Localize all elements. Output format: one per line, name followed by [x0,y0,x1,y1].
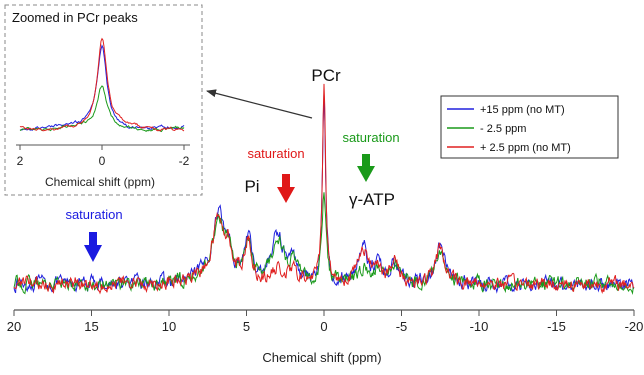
inset-x-tick-label: 2 [17,154,24,168]
gamma-atp-label: γ-ATP [349,190,395,209]
legend-label: + 2.5 ppm (no MT) [480,142,571,154]
x-tick-label: 10 [162,319,176,334]
series-line [13,83,635,295]
x-tick-label: 0 [320,319,327,334]
inset-series-line [19,44,185,131]
x-axis-label: Chemical shift (ppm) [262,350,381,365]
legend-label: +15 ppm (no MT) [480,104,565,116]
legend-label: - 2.5 ppm [480,123,526,135]
x-tick-label: -15 [547,319,566,334]
zoom-pointer-arrow [206,89,313,119]
main-plot: 20 15 10 5 0 -5 -10 -15 -20 Chemical shift (ppm) [7,83,644,365]
main-traces [13,83,635,296]
saturation-blue-label: saturation [65,207,122,222]
saturation-red-arrow [277,174,295,203]
x-tick-label: 5 [243,319,250,334]
legend-items: +15 ppm (no MT) - 2.5 ppm + 2.5 ppm (no MT… [447,104,571,154]
legend: +15 ppm (no MT) - 2.5 ppm + 2.5 ppm (no MT… [440,95,619,159]
inset-traces [19,37,185,133]
x-axis-ticks: 20 15 10 5 0 -5 -10 -15 -20 [7,310,644,334]
x-tick-label: 15 [84,319,98,334]
x-tick-label: -5 [396,319,408,334]
x-tick-label: -10 [470,319,489,334]
inset-x-tick-label: -2 [179,154,190,168]
inset-frame [4,4,203,196]
saturation-blue-arrow [84,232,102,262]
inset-x-tick-label: 0 [99,154,106,168]
saturation-green-arrow [357,154,375,182]
saturation-green-label: saturation [342,130,399,145]
x-tick-label: 20 [7,319,21,334]
annotations: PCr Pi γ-ATP saturation saturation satur… [65,66,400,262]
inset-title: Zoomed in PCr peaks [12,10,138,25]
x-tick-label: -20 [625,319,644,334]
saturation-red-label: saturation [247,146,304,161]
inset-series-line [19,37,185,132]
pcr-label: PCr [311,66,341,85]
zoom-inset: Zoomed in PCr peaks 2 0 -2 Chemical shift … [4,4,203,196]
inset-x-axis-ticks: 2 0 -2 [17,145,190,168]
pi-label: Pi [244,177,259,196]
inset-x-axis-label: Chemical shift (ppm) [45,175,155,189]
